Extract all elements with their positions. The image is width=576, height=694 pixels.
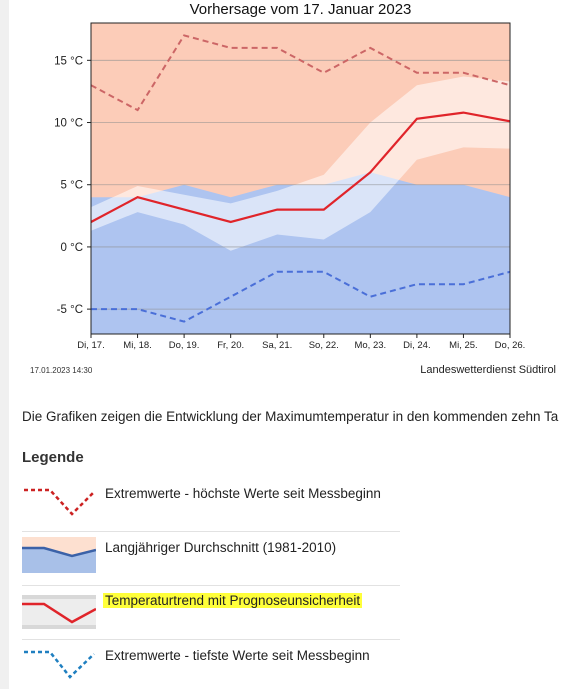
x-tick-label: Di, 24. [403,340,430,351]
average-area-icon [22,537,96,573]
y-tick-label: 15 °C [54,55,83,67]
legend-label: Extremwerte - tiefste Werte seit Messbeg… [105,648,370,663]
legend-label: Extremwerte - höchste Werte seit Messbeg… [105,486,381,501]
chart-source: Landeswetterdienst Südtirol [420,364,556,376]
x-tick-label: Mi, 18. [123,340,152,351]
y-tick-label: 5 °C [61,180,84,192]
chart-timestamp: 17.01.2023 14:30 [30,366,93,375]
temperature-trend-line [90,111,511,224]
temperature-forecast-chart: 15 °C 10 °C 5 °C 0 °C -5 °C Di, 17. Mi, 18. Do,… [54,22,526,351]
red-dashed-line-icon [24,488,95,516]
x-tick-label: Mi, 25. [449,340,478,351]
x-tick-label: Sa, 21. [262,340,292,351]
legend-item-min-extremes: Extremwerte - tiefste Werte seit Messbeg… [22,639,400,694]
x-tick-label: So, 22. [309,340,339,351]
legend-item-temperature-trend: Temperaturtrend mit Prognoseunsicherheit [22,585,400,640]
plot-frame [90,22,511,335]
min-extreme-line [91,270,511,323]
legend-label: Langjähriger Durchschnitt (1981-2010) [105,540,337,555]
trend-uncertainty-icon [22,595,96,629]
legend-item-max-extremes: Extremwerte - höchste Werte seit Messbeg… [22,477,400,531]
legend-item-long-term-average: Langjähriger Durchschnitt (1981-2010) [22,531,400,586]
chart-title: Vorhersage vom 17. Januar 2023 [189,1,412,18]
x-tick-label: Di, 17. [77,340,104,351]
legend-heading: Legende [22,449,84,466]
blue-dashed-line-icon [24,650,95,679]
page-left-edge [0,0,9,689]
y-tick-label: -5 °C [57,304,83,316]
x-tick-label: Do, 19. [169,340,200,351]
x-tick-label: Fr, 20. [217,340,244,351]
legend-label: Temperaturtrend mit Prognoseunsicherheit [103,593,363,608]
description-text: Die Grafiken zeigen die Entwicklung der … [22,409,559,424]
uncertainty-band [91,76,510,251]
max-extreme-line [90,34,511,112]
x-tick-label: Mo, 23. [354,340,386,351]
y-tick-label: 0 °C [61,242,84,254]
x-tick-label: Do, 26. [495,340,526,351]
y-tick-label: 10 °C [54,118,83,130]
